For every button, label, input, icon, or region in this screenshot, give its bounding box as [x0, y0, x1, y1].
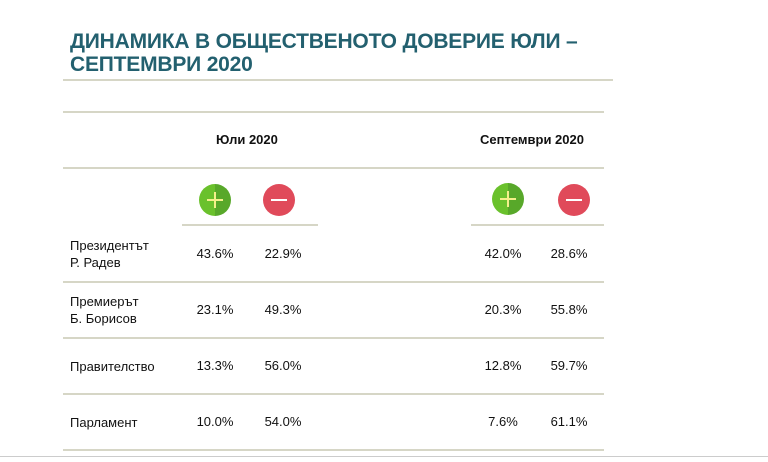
plus-circle-icon — [199, 184, 231, 216]
table-top-rule — [63, 111, 604, 113]
row-label-parliament: Парламент — [70, 415, 138, 430]
slide-bottom-border — [0, 456, 768, 457]
cell-september-positive: 20.3% — [484, 302, 522, 317]
row-label-president: Президентът Р. Радев — [70, 238, 149, 270]
header-rule — [63, 167, 604, 169]
cell-september-positive: 7.6% — [488, 414, 518, 429]
column-header-september: Септември 2020 — [480, 132, 584, 147]
plus-circle-icon — [492, 183, 524, 215]
cell-july-negative: 56.0% — [264, 358, 302, 373]
title-divider — [63, 79, 613, 81]
cell-july-negative: 54.0% — [264, 414, 302, 429]
cell-september-negative: 59.7% — [550, 358, 588, 373]
table-bottom-rule — [63, 449, 604, 451]
row-divider — [63, 281, 604, 283]
july-icon-rule — [182, 224, 318, 226]
cell-july-positive: 43.6% — [196, 246, 234, 261]
cell-september-positive: 42.0% — [484, 246, 522, 261]
row-label-government: Правителство — [70, 359, 155, 374]
cell-july-positive: 13.3% — [196, 358, 234, 373]
cell-july-negative: 22.9% — [264, 246, 302, 261]
minus-circle-icon — [558, 184, 590, 216]
row-divider — [63, 337, 604, 339]
cell-july-positive: 23.1% — [196, 302, 234, 317]
slide-title: ДИНАМИКА В ОБЩЕСТВЕНОТО ДОВЕРИЕ ЮЛИ – СЕ… — [70, 30, 578, 76]
cell-september-negative: 61.1% — [550, 414, 588, 429]
cell-september-negative: 28.6% — [550, 246, 588, 261]
column-header-july: Юли 2020 — [216, 132, 278, 147]
cell-september-negative: 55.8% — [550, 302, 588, 317]
row-label-prime-minister: Премиерът Б. Борисов — [70, 294, 139, 326]
cell-september-positive: 12.8% — [484, 358, 522, 373]
cell-july-negative: 49.3% — [264, 302, 302, 317]
row-divider — [63, 393, 604, 395]
minus-circle-icon — [263, 184, 295, 216]
september-icon-rule — [471, 224, 604, 226]
cell-july-positive: 10.0% — [196, 414, 234, 429]
